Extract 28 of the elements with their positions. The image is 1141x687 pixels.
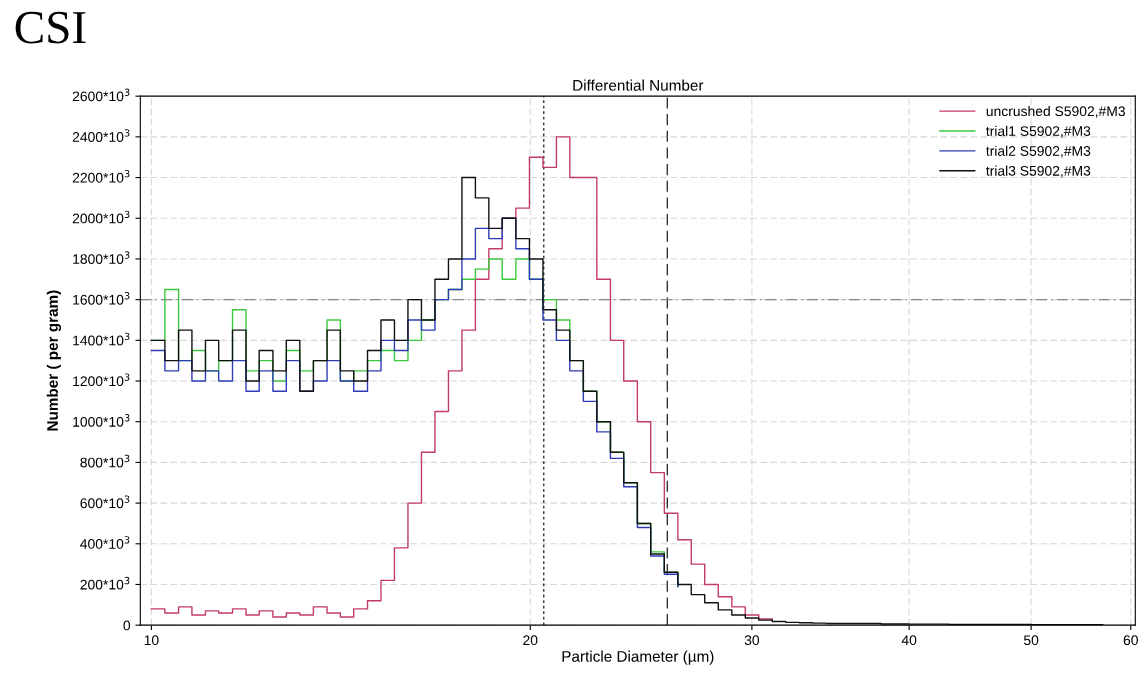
y-tick-label: 400*10$^{3}$ [80, 536, 130, 549]
y-axis-title: Number ( per gram) [46, 290, 62, 431]
y-tick-label: 200*10$^{3}$ [80, 576, 130, 590]
y-tick-label: 1200*10$^{3}$ [73, 373, 130, 387]
y-tick-label: 1600*10$^{3}$ [73, 292, 130, 305]
x-axis-title: Particle Diameter (µm) [562, 650, 714, 665]
y-tick-label: 2000*10$^{3}$ [72, 210, 130, 224]
x-tick-label: 40 [901, 635, 917, 646]
legend-label: trial2 S5902,#M3 [986, 145, 1091, 158]
x-tick-label: 10 [144, 635, 159, 646]
legend-label: trial3 S5902,#M3 [986, 165, 1091, 178]
y-tick-label: 1000*10$^{3}$ [73, 414, 130, 427]
x-tick-label: 50 [1023, 635, 1039, 646]
legend-label: uncrushed S5902,#M3 [986, 105, 1125, 118]
y-tick-label: 0 [123, 620, 131, 631]
y-tick-label: 800*10$^{3}$ [80, 454, 130, 468]
x-tick-label: 20 [523, 635, 538, 646]
y-tick-label: 2400*10$^{3}$ [72, 129, 130, 142]
x-tick-label: 30 [744, 635, 760, 646]
legend-label: trial1 S5902,#M3 [986, 125, 1091, 138]
chart-title: CSI [15, 11, 86, 44]
y-tick-label: 1800*10$^{3}$ [73, 251, 130, 265]
y-tick-label: 2200*10$^{3}$ [72, 169, 130, 183]
y-tick-label: 1400*10$^{3}$ [73, 332, 130, 346]
y-tick-label: 600*10$^{3}$ [80, 495, 130, 509]
y-tick-label: 2600*10$^{3}$ [72, 88, 130, 102]
chart-subtitle: Differential Number [573, 79, 704, 91]
x-tick-label: 60 [1123, 635, 1138, 646]
